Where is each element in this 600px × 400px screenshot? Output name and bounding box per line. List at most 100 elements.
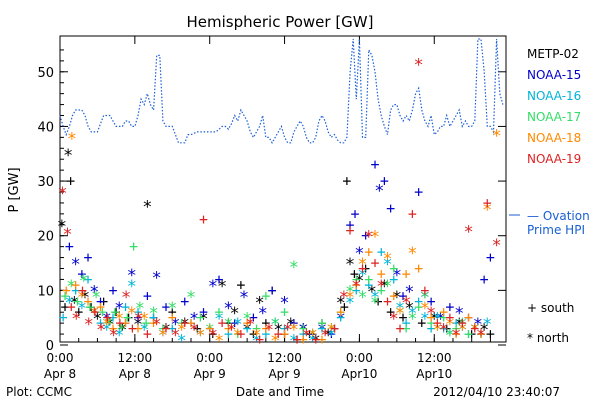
data-point: +: [417, 314, 426, 332]
data-point: +: [464, 325, 473, 343]
data-point: *: [479, 321, 489, 341]
data-point: *: [351, 277, 361, 297]
data-point: *: [457, 321, 467, 341]
data-point: *: [420, 310, 430, 330]
data-point: *: [148, 304, 158, 324]
x-tick-date: Apr 8: [119, 367, 151, 381]
data-point: *: [445, 315, 455, 335]
data-point: *: [170, 326, 180, 346]
data-point: *: [208, 277, 218, 297]
data-point: +: [427, 292, 436, 310]
data-point: *: [463, 222, 473, 242]
data-point: *: [414, 56, 424, 76]
legend-item-noaa-18: NOAA-18: [527, 131, 581, 145]
data-point: *: [345, 255, 355, 275]
data-point: *: [264, 321, 274, 341]
data-point: +: [293, 331, 302, 349]
data-point: +: [168, 303, 177, 321]
data-point: *: [457, 315, 467, 335]
data-point: *: [242, 321, 252, 341]
data-point: +: [180, 292, 189, 310]
data-point: +: [377, 265, 386, 283]
data-point: +: [386, 199, 395, 217]
data-point: *: [152, 315, 162, 335]
data-point: *: [370, 228, 380, 248]
data-point: *: [420, 299, 430, 319]
data-point: *: [57, 184, 67, 204]
data-point: *: [189, 321, 199, 341]
data-point: *: [407, 310, 417, 330]
data-point: +: [62, 281, 71, 299]
data-point: *: [91, 288, 101, 308]
data-point: *: [177, 332, 187, 352]
data-point: *: [89, 304, 99, 324]
data-point: *: [492, 236, 502, 256]
data-point: *: [208, 326, 218, 346]
data-point: +: [386, 303, 395, 321]
data-point: +: [133, 303, 142, 321]
legend-item-noaa-17: NOAA-17: [527, 110, 581, 124]
data-point: +: [377, 243, 386, 261]
data-point: +: [109, 320, 118, 338]
ovation-hpi-line: [59, 38, 504, 145]
data-point: *: [89, 304, 99, 324]
data-point: +: [121, 314, 130, 332]
data-point: *: [420, 288, 430, 308]
data-point: +: [66, 172, 75, 190]
data-point: *: [139, 310, 149, 330]
data-point: +: [98, 303, 107, 321]
x-axis: 0:00 Apr 8 12:00 Apr 8 0:00 Apr 9 12:00 Apr 9 0:…: [44, 36, 491, 381]
data-point: *: [339, 288, 349, 308]
data-point: *: [320, 326, 330, 346]
data-point: +: [467, 325, 476, 343]
data-point: *: [374, 181, 384, 201]
data-point: +: [293, 331, 302, 349]
data-point: +: [402, 265, 411, 283]
data-point: +: [433, 314, 442, 332]
data-point: +: [115, 314, 124, 332]
data-point: *: [270, 315, 280, 335]
data-point: +: [128, 320, 137, 338]
data-point: +: [452, 314, 461, 332]
data-point: +: [249, 325, 258, 343]
data-point: +: [162, 320, 171, 338]
data-point: +: [439, 320, 448, 338]
data-point: *: [370, 288, 380, 308]
series-noaa-16: +*+*+*+*+*+*+*+* +*+* + *+ * +* + * +* + *+ *+*+*+*…: [59, 243, 493, 351]
data-point: +: [399, 309, 408, 327]
data-point: +: [78, 281, 87, 299]
data-point: +: [261, 287, 270, 305]
data-point: *: [364, 228, 374, 248]
data-point: *: [298, 321, 308, 341]
data-point: +: [377, 281, 386, 299]
data-point: *: [117, 321, 127, 341]
data-point: *: [217, 277, 227, 297]
data-point: +: [224, 320, 233, 338]
data-point: *: [105, 315, 115, 335]
data-point: +: [317, 331, 326, 349]
data-point: *: [64, 293, 74, 313]
data-point: +: [299, 325, 308, 343]
data-point: *: [470, 321, 480, 341]
y-tick-label: 30: [37, 175, 54, 190]
data-point: +: [352, 270, 361, 288]
plot-frame: [59, 35, 507, 343]
data-point: *: [389, 310, 399, 330]
data-point: *: [407, 244, 417, 264]
data-point: *: [189, 310, 199, 330]
series-metp-02: *+*+*+*+*+*+*+ **+*+* +*+*+*+*+*++*+*+*+*+…: [57, 146, 495, 352]
x-tick-time: 0:00: [47, 351, 74, 365]
data-point: +: [73, 292, 82, 310]
data-point: +: [96, 292, 105, 310]
series-noaa-17: +*+*+*+*+*++*+*+*+*+*+* +* ++*+*+ *+ *+*+*+*…: [60, 238, 485, 346]
data-point: +: [143, 287, 152, 305]
data-point: +: [414, 298, 423, 316]
legend-item-noaa-15: NOAA-15: [527, 68, 581, 82]
data-point: +: [389, 260, 398, 278]
data-point: +: [340, 298, 349, 316]
data-point: +: [330, 320, 339, 338]
data-point: *: [283, 321, 293, 341]
data-point: *: [116, 321, 126, 341]
data-point: *: [345, 288, 355, 308]
